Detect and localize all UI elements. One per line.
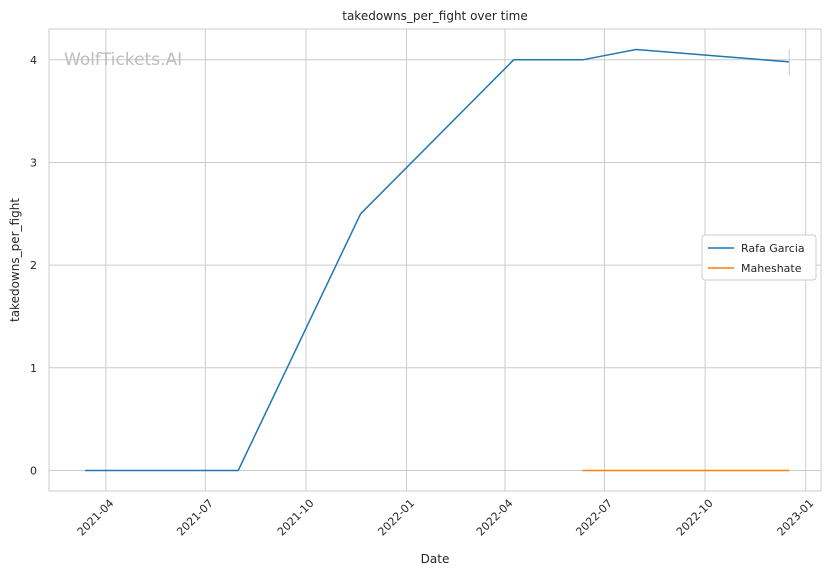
series-layer <box>85 48 790 472</box>
y-tick-label: 2 <box>30 259 37 272</box>
legend-label: Rafa Garcia <box>741 242 805 255</box>
plot-frame <box>48 28 822 492</box>
chart-title: takedowns_per_fight over time <box>342 9 528 23</box>
y-axis-label: takedowns_per_fight <box>8 198 22 322</box>
y-tick-label: 3 <box>30 156 37 169</box>
y-tick-label: 4 <box>30 54 37 67</box>
x-axis-label: Date <box>421 552 450 566</box>
legend-label: Maheshate <box>741 262 802 275</box>
series-line <box>85 48 790 472</box>
y-tick-label: 1 <box>30 362 37 375</box>
watermark: WolfTickets.AI <box>64 50 182 70</box>
y-axis-ticks: 0 1 2 3 4 <box>30 54 37 478</box>
legend: Rafa Garcia Maheshate <box>701 234 817 281</box>
y-tick-label: 0 <box>30 464 37 477</box>
